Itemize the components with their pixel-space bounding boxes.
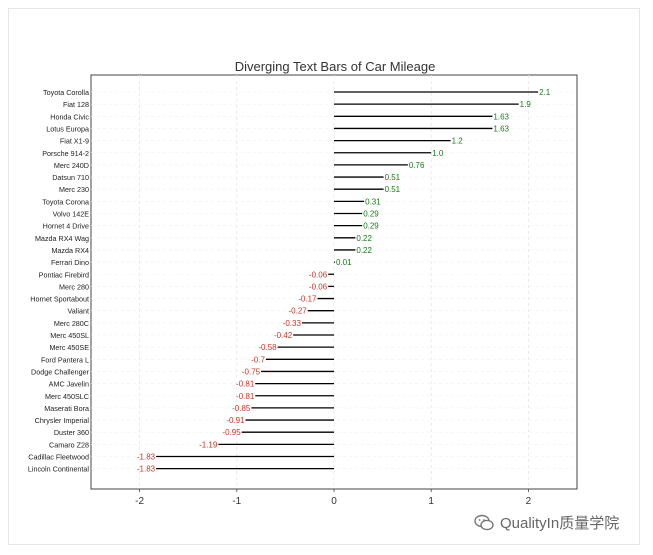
value-label: 0.29 — [363, 210, 379, 219]
y-tick-label: Datsun 710 — [52, 173, 89, 182]
value-labels: 2.1 1.9 1.63 1.63 1.2 1.0 0.76 0.51 0.51 0.31 0.29… — [137, 88, 551, 474]
value-label: -0.27 — [289, 307, 308, 316]
y-tick-label: Honda Civic — [50, 112, 89, 121]
y-tick-label: Merc 280 — [59, 282, 89, 291]
value-label: -0.91 — [226, 416, 245, 425]
value-label: 0.29 — [363, 222, 379, 231]
y-tick-label: Ferrari Dino — [51, 258, 89, 267]
value-label: -1.83 — [137, 465, 156, 474]
value-label: -0.58 — [258, 343, 277, 352]
x-tick-label: 0 — [331, 496, 337, 507]
y-tick-label: Hornet Sportabout — [30, 295, 89, 304]
y-tick-label: Cadillac Fleetwood — [28, 453, 89, 462]
y-tick-label: Hornet 4 Drive — [43, 222, 89, 231]
diverging-bar-chart: Diverging Text Bars of Car Mileage 2.1 1.… — [28, 59, 578, 507]
value-label: -0.06 — [309, 282, 328, 291]
value-label: 1.63 — [493, 124, 509, 133]
y-tick-label: Merc 280C — [54, 319, 89, 328]
value-label: -0.06 — [309, 270, 328, 279]
value-label: -0.17 — [298, 295, 317, 304]
value-label: 0.76 — [409, 161, 425, 170]
y-tick-label: Chrysler Imperial — [35, 416, 90, 425]
y-tick-label: Volvo 142E — [53, 210, 90, 219]
value-label: 0.51 — [385, 185, 401, 194]
y-tick-label: Ford Pantera L — [41, 355, 89, 364]
y-tick-label: Merc 450SL — [50, 331, 89, 340]
chart-title: Diverging Text Bars of Car Mileage — [235, 59, 436, 74]
value-label: -0.85 — [232, 404, 251, 413]
y-tick-label: AMC Javelin — [49, 380, 89, 389]
value-label: 1.0 — [432, 149, 444, 158]
value-label: 0.01 — [336, 258, 352, 267]
y-tick-label: Porsche 914-2 — [42, 149, 89, 158]
x-tick-label: 2 — [526, 496, 532, 507]
value-label: 1.63 — [493, 112, 509, 121]
y-tick-label: Duster 360 — [54, 428, 89, 437]
wechat-icon — [474, 514, 494, 532]
chart-frame: Diverging Text Bars of Car Mileage 2.1 1.… — [8, 8, 640, 545]
value-label: 2.1 — [539, 88, 551, 97]
y-tick-label: Fiat X1-9 — [60, 137, 89, 146]
y-tick-label: Mazda RX4 Wag — [35, 234, 89, 243]
value-label: -1.83 — [137, 453, 156, 462]
watermark-text: QualityIn质量学院 — [500, 515, 620, 532]
value-label: 0.51 — [385, 173, 401, 182]
value-label: 0.31 — [365, 197, 381, 206]
y-tick-labels: Toyota Corolla Fiat 128 Honda Civic Lotus E… — [28, 88, 90, 474]
value-label: -0.81 — [236, 392, 255, 401]
value-label: -0.33 — [283, 319, 302, 328]
value-label: -0.75 — [242, 367, 261, 376]
watermark: QualityIn质量学院 — [474, 512, 619, 533]
y-tick-label: Fiat 128 — [63, 100, 89, 109]
value-label: 1.9 — [520, 100, 532, 109]
value-label: -1.19 — [199, 440, 218, 449]
x-tick-label: -1 — [232, 496, 241, 507]
y-tick-label: Merc 450SLC — [45, 392, 89, 401]
y-tick-label: Maserati Bora — [44, 404, 89, 413]
y-tick-label: Toyota Corolla — [43, 88, 89, 97]
y-tick-label: Pontiac Firebird — [39, 270, 89, 279]
x-tick-label: -2 — [135, 496, 144, 507]
y-tick-label: Mazda RX4 — [51, 246, 89, 255]
value-label: -0.81 — [236, 380, 255, 389]
value-label: 0.22 — [356, 246, 372, 255]
y-tick-label: Valiant — [68, 307, 89, 316]
grid-lines — [91, 75, 577, 489]
y-tick-label: Camaro Z28 — [49, 440, 89, 449]
y-tick-label: Toyota Corona — [42, 197, 89, 206]
y-tick-label: Merc 230 — [59, 185, 89, 194]
x-tick-labels: -2 -1 0 1 2 — [135, 489, 532, 507]
x-tick-label: 1 — [428, 496, 434, 507]
y-tick-label: Lotus Europa — [46, 124, 89, 133]
y-tick-label: Dodge Challenger — [31, 367, 90, 376]
y-tick-label: Merc 450SE — [49, 343, 89, 352]
value-label: 0.22 — [356, 234, 372, 243]
value-label: -0.42 — [274, 331, 293, 340]
y-tick-label: Merc 240D — [54, 161, 89, 170]
value-label: -0.95 — [222, 428, 241, 437]
value-label: -0.7 — [251, 355, 265, 364]
y-tick-label: Lincoln Continental — [28, 465, 90, 474]
value-label: 1.2 — [452, 137, 464, 146]
bars — [156, 91, 539, 470]
